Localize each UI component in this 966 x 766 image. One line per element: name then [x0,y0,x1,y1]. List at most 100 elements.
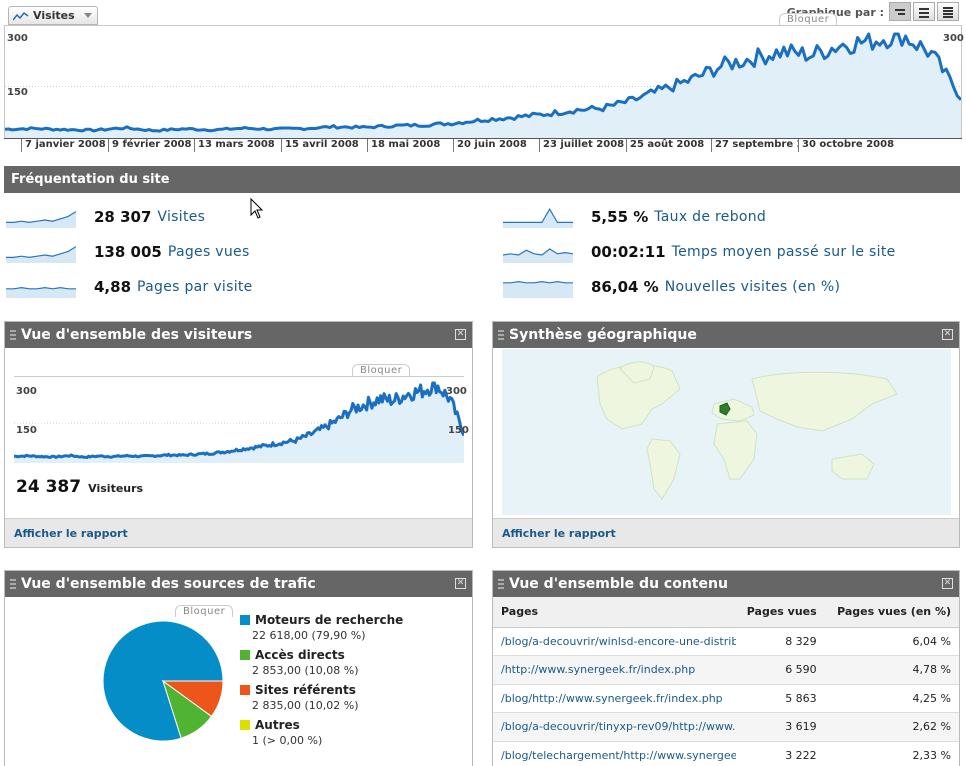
legend-value: 2 853,00 (10,08 %) [252,664,359,677]
sparkline-area [503,249,573,263]
x-axis-label: 23 juillet 2008 [539,139,624,152]
metric-bounce-rate[interactable]: 5,55 % Taux de rebond [503,205,766,229]
x-axis: 7 janvier 2008 9 février 2008 13 mars 20… [4,138,962,152]
column-header[interactable]: Pages [493,597,736,628]
sparkline-area [503,281,573,298]
visitors-chart[interactable] [14,376,464,463]
legend-swatch [240,720,250,730]
sparkline-line [6,211,76,224]
sparkline-area [6,211,76,228]
sparkline-icon [503,208,573,228]
panel-title: Vue d'ensemble des sources de trafic [21,576,316,592]
traffic-sources-panel: Vue d'ensemble des sources de trafic ✕ Bl… [4,570,473,766]
metric-selector-button[interactable]: Visites [8,6,98,25]
bloquer-tab[interactable]: Bloquer [352,364,411,376]
column-header[interactable]: Pages vues [735,597,825,628]
visits-series-line [5,32,961,133]
drag-handle-icon[interactable] [498,330,504,340]
sparkline-icon [6,286,76,298]
bloquer-tab[interactable]: Bloquer [779,13,838,25]
metric-avg-time[interactable]: 00:02:11 Temps moyen passé sur le site [503,240,896,264]
y-axis-right-label: 300 [446,386,467,397]
bloquer-tab[interactable]: Bloquer [175,605,234,617]
page-link[interactable]: /http://www.synergeek.fr/index.php [493,655,736,685]
page-link[interactable]: /blog/a-decouvrir/winlsd-encore-une-dist… [493,627,736,656]
legend-name: Autres [255,718,300,732]
view-week-button[interactable] [913,2,935,21]
x-axis-label: 13 mars 2008 [194,139,275,152]
sparkline-line [503,248,573,256]
column-header[interactable]: Pages vues (en %) [824,597,959,628]
metric-label[interactable]: Taux de rebond [654,209,767,225]
pie-slice [161,680,224,718]
metric-label[interactable]: Nouvelles visites (en %) [664,279,841,295]
metric-label[interactable]: Visites [157,209,206,225]
metric-pages-per-visit[interactable]: 4,88 Pages par visite [6,275,253,299]
panel-header[interactable]: Synthèse géographique ✕ [493,322,959,348]
x-axis-label: 9 février 2008 [108,139,191,152]
legend-swatch [240,615,250,625]
page-link[interactable]: /blog/telechargement/http://www.synergee… [493,741,736,766]
x-axis-label: 30 octobre 2008 [798,139,894,152]
y-axis-right-label: 300 [943,33,964,44]
metric-label[interactable]: Pages vues [167,244,250,260]
view-report-link[interactable]: Afficher le rapport [5,518,472,547]
x-axis-label: 20 juin 2008 [453,139,527,152]
chevron-down-icon [84,13,92,18]
table-row: /blog/telechargement/http://www.synergee… [493,741,959,766]
metric-label[interactable]: Pages par visite [137,279,253,295]
legend-swatch [240,685,250,695]
view-report-link[interactable]: Afficher le rapport [493,518,959,547]
page-views: 8 329 [735,627,825,656]
page-views-pct: 4,25 % [824,684,959,713]
x-axis-label: 18 mai 2008 [367,139,440,152]
panel-header[interactable]: Vue d'ensemble des sources de trafic ✕ [5,571,472,597]
close-icon[interactable]: ✕ [455,578,466,589]
visits-series-area [5,34,961,139]
page-link[interactable]: /blog/http://www.synergeek.fr/index.php [493,684,736,713]
mouse-cursor-icon [250,198,264,219]
visits-main-chart[interactable] [4,25,962,139]
visitors-series-line [14,381,464,459]
sparkline-line [6,246,76,259]
view-month-button[interactable] [937,2,959,21]
panel-title: Synthèse géographique [509,327,697,343]
panel-header[interactable]: Vue d'ensemble des visiteurs ✕ [5,322,472,348]
visitors-total-label: Visiteurs [88,482,144,495]
metric-new-visits[interactable]: 86,04 % Nouvelles visites (en %) [503,275,840,299]
sparkline-area [6,246,76,263]
y-axis-mid-label: 150 [7,87,28,98]
metric-value: 4,88 [94,278,132,296]
metric-visits[interactable]: 28 307 Visites [6,205,205,229]
sparkline-line [503,280,573,284]
metric-pageviews[interactable]: 138 005 Pages vues [6,240,250,264]
close-icon[interactable]: ✕ [942,329,953,340]
sparkline-area [503,209,573,228]
visitors-overview-panel: Vue d'ensemble des visiteurs ✕ Bloquer 30… [4,321,473,548]
table-row: /blog/http://www.synergeek.fr/index.php 5… [493,684,959,713]
drag-handle-icon[interactable] [498,579,504,589]
page-views-pct: 2,33 % [824,741,959,766]
world-map[interactable] [502,349,951,515]
page-link[interactable]: /blog/a-decouvrir/tinyxp-rev09/http://ww… [493,712,736,742]
traffic-pie-chart[interactable] [101,619,225,743]
view-day-button[interactable] [889,2,911,21]
drag-handle-icon[interactable] [10,330,16,340]
legend-name: Moteurs de recherche [255,613,404,627]
drag-handle-icon[interactable] [10,579,16,589]
sparkline-icon [503,248,573,263]
metric-value: 00:02:11 [591,243,666,261]
close-icon[interactable]: ✕ [455,329,466,340]
legend-name: Sites référents [255,683,356,697]
sparkline-area [6,287,76,298]
metric-value: 86,04 % [591,278,659,296]
page-views-pct: 2,62 % [824,712,959,742]
legend-name: Accès directs [255,648,345,662]
close-icon[interactable]: ✕ [942,578,953,589]
panel-header[interactable]: Vue d'ensemble du contenu ✕ [493,571,959,597]
sparkline-line [6,286,76,290]
metric-label[interactable]: Temps moyen passé sur le site [671,244,896,260]
table-row: /blog/a-decouvrir/winlsd-encore-une-dist… [493,627,959,656]
metric-value: 5,55 % [591,208,649,226]
geo-overview-panel: Synthèse géographique ✕ Afficher le rappo… [492,321,960,548]
